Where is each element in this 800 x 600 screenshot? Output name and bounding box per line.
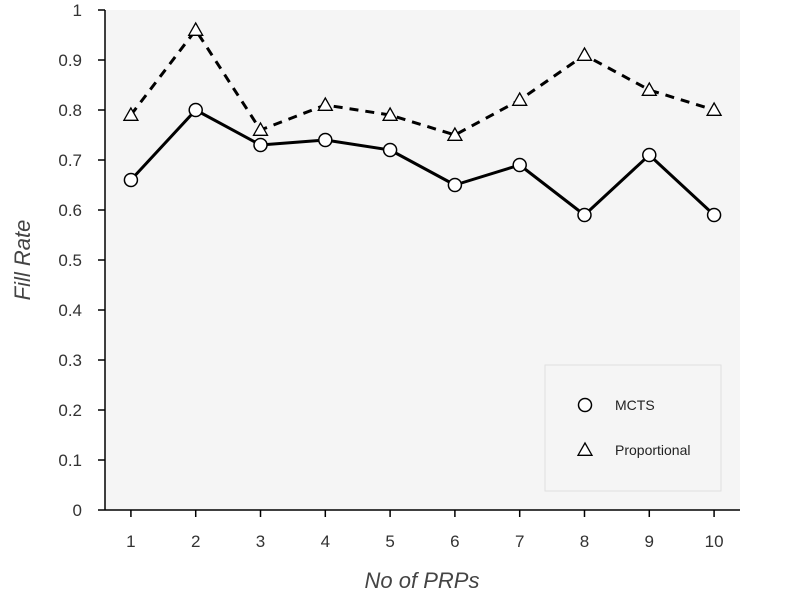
x-tick-label: 1 (126, 532, 135, 551)
proportional-point (122, 106, 140, 121)
x-tick-label: 3 (256, 532, 265, 551)
y-tick-label: 0.7 (58, 151, 82, 170)
y-tick-label: 0.6 (58, 201, 82, 220)
x-tick-label: 4 (321, 532, 330, 551)
mcts-point (253, 137, 268, 153)
proportional-point (317, 96, 334, 111)
proportional-point (576, 46, 593, 61)
proportional-point (641, 81, 658, 96)
proportional-point (705, 101, 723, 116)
y-tick-label: 0.1 (58, 451, 82, 470)
legend-mcts-marker (577, 397, 593, 413)
y-axis-title: Fill Rate (10, 220, 35, 301)
mcts-series-line (129, 108, 716, 217)
mcts-point (447, 177, 463, 193)
proportional-point (511, 91, 528, 106)
proportional-point (381, 106, 399, 121)
x-tick-label: 7 (515, 532, 524, 551)
chart-axes: 0 0.1 0.2 0.3 0.4 0.5 0.6 0.7 0.8 0.9 1 1 2 3 4 5 6 7 8 9 10 (58, 1, 740, 551)
x-tick-label: 2 (191, 532, 200, 551)
y-tick-label: 0.8 (58, 101, 82, 120)
x-axis-title: No of PRPs (365, 568, 480, 593)
y-tick-label: 0 (73, 501, 82, 520)
mcts-point (318, 132, 333, 148)
mcts-point (642, 147, 657, 163)
y-tick-label: 0.5 (58, 251, 82, 270)
mcts-point (577, 207, 592, 223)
x-tick-label: 9 (645, 532, 654, 551)
mcts-point (706, 207, 722, 223)
proportional-series-line (129, 28, 715, 137)
x-tick-label: 8 (580, 532, 589, 551)
y-tick-label: 1 (73, 1, 82, 20)
legend-mcts-label: MCTS (615, 397, 655, 413)
mcts-point (512, 157, 527, 173)
x-tick-label: 5 (385, 532, 394, 551)
chart-marks (122, 21, 723, 223)
mcts-point (382, 142, 398, 158)
proportional-point (187, 21, 204, 36)
mcts-point (123, 172, 139, 188)
legend-proportional-label: Proportional (615, 442, 691, 458)
legend-proportional-marker (576, 441, 594, 456)
mcts-point (188, 102, 203, 118)
y-tick-label: 0.9 (58, 51, 82, 70)
legend: MCTS Proportional (544, 364, 722, 492)
proportional-point (446, 126, 464, 141)
y-tick-label: 0.2 (58, 401, 82, 420)
x-tick-label: 6 (450, 532, 459, 551)
x-tick-label: 10 (705, 532, 724, 551)
legend-box (544, 364, 722, 492)
proportional-point (252, 121, 269, 136)
y-tick-label: 0.3 (58, 351, 82, 370)
y-tick-label: 0.4 (58, 301, 82, 320)
